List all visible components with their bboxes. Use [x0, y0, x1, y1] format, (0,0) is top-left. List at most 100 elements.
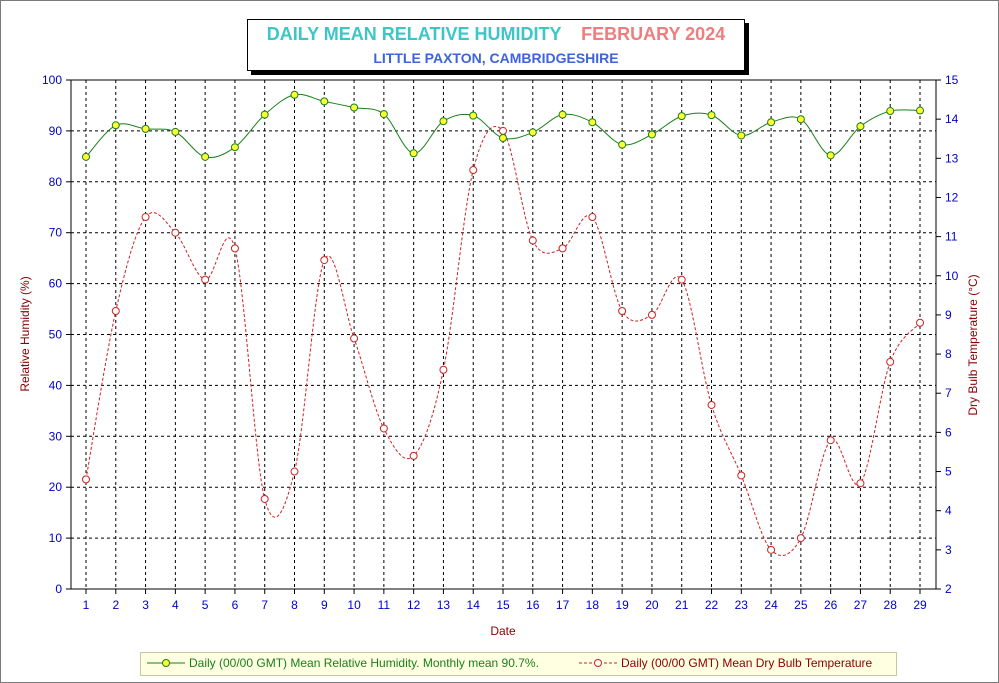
humidity-point [588, 118, 597, 127]
humidity-point [171, 127, 180, 136]
x-tick-label: 10 [347, 598, 361, 612]
chart-title: DAILY MEAN RELATIVE HUMIDITY FEBRUARY 20… [248, 24, 744, 45]
y2-tick-label: 15 [945, 73, 959, 87]
humidity-point [707, 111, 716, 120]
humidity-point [916, 106, 925, 115]
temperature-point [82, 475, 90, 484]
temperature-point [469, 166, 478, 175]
x-tick-label: 7 [261, 598, 268, 612]
x-tick-label: 6 [232, 598, 239, 612]
legend-humidity-label: Daily (00/00 GMT) Mean Relative Humidity… [189, 656, 539, 670]
x-tick-label: 2 [112, 598, 119, 612]
legend-temperature-label: Daily (00/00 GMT) Mean Dry Bulb Temperat… [621, 656, 873, 670]
temperature-point [558, 244, 567, 253]
x-tick-label: 21 [675, 598, 689, 612]
y2-tick-label: 11 [945, 230, 958, 244]
x-tick-label: 8 [291, 598, 298, 612]
temperature-point [796, 534, 805, 543]
temperature-point [737, 471, 746, 480]
temperature-point [528, 236, 537, 245]
y-tick-label: 40 [49, 378, 63, 392]
y2-tick-label: 8 [945, 347, 952, 361]
temperature-point [290, 467, 299, 476]
chart-legend: Daily (00/00 GMT) Mean Relative Humidity… [140, 652, 897, 676]
legend-temperature-symbol [579, 659, 617, 667]
x-axis-title: Date [490, 624, 516, 638]
temperature-point [171, 228, 180, 237]
y-tick-label: 90 [49, 124, 63, 138]
temperature-point [320, 256, 329, 265]
x-tick-label: 13 [437, 598, 451, 612]
humidity-point [82, 152, 90, 161]
x-tick-label: 25 [794, 598, 808, 612]
x-tick-label: 9 [321, 598, 328, 612]
y2-tick-label: 9 [945, 308, 952, 322]
temperature-point [379, 424, 388, 433]
temperature-point [230, 244, 239, 253]
y-tick-label: 100 [42, 73, 62, 87]
y-tick-label: 70 [49, 226, 63, 240]
temperature-point [588, 213, 597, 222]
humidity-point [677, 112, 686, 121]
humidity-point [230, 143, 239, 152]
y2-tick-label: 10 [945, 269, 959, 283]
temperature-point [350, 334, 359, 343]
temperature-point [141, 213, 150, 222]
x-tick-label: 17 [556, 598, 570, 612]
humidity-point [647, 130, 656, 139]
humidity-point [558, 110, 567, 119]
y2-tick-label: 7 [945, 386, 952, 400]
x-tick-label: 20 [645, 598, 659, 612]
x-tick-label: 22 [705, 598, 719, 612]
x-tick-label: 19 [615, 598, 629, 612]
y-tick-label: 60 [49, 277, 63, 291]
temperature-point [647, 310, 656, 319]
temperature-point [916, 318, 925, 327]
y2-tick-label: 14 [945, 112, 959, 126]
humidity-point [379, 110, 388, 119]
y-tick-label: 20 [49, 480, 63, 494]
x-tick-label: 28 [884, 598, 898, 612]
humidity-point [796, 115, 805, 124]
temperature-point [260, 494, 269, 503]
humidity-point [886, 107, 895, 116]
humidity-point [499, 134, 508, 143]
y-tick-label: 80 [49, 175, 63, 189]
x-tick-label: 27 [854, 598, 868, 612]
temperature-point [439, 365, 448, 374]
temperature-point [677, 275, 686, 284]
x-tick-label: 11 [378, 598, 391, 612]
temperature-point [409, 451, 418, 460]
y2-tick-label: 3 [945, 543, 952, 557]
x-tick-label: 12 [407, 598, 421, 612]
humidity-point [856, 122, 865, 131]
temperature-point [201, 275, 210, 284]
humidity-point [439, 117, 448, 126]
temperature-point [111, 307, 120, 316]
humidity-point [618, 140, 627, 149]
x-tick-label: 1 [83, 598, 90, 612]
x-tick-label: 18 [586, 598, 600, 612]
humidity-point [469, 111, 478, 120]
x-tick-label: 24 [764, 598, 778, 612]
legend-humidity-symbol [147, 659, 185, 667]
humidity-point [528, 128, 537, 137]
humidity-point [767, 118, 776, 127]
temperature-point [886, 357, 895, 366]
x-tick-label: 15 [496, 598, 510, 612]
temperature-point [826, 436, 835, 445]
temperature-point [767, 545, 776, 554]
humidity-point [201, 152, 210, 161]
chart-subtitle: LITTLE PAXTON, CAMBRIDGESHIRE [373, 50, 619, 66]
y2-tick-label: 2 [945, 582, 952, 596]
x-tick-label: 16 [526, 598, 540, 612]
y-tick-label: 0 [55, 582, 62, 596]
temperature-point [707, 400, 716, 409]
humidity-point [290, 90, 299, 99]
temperature-point [499, 126, 508, 135]
humidity-point [737, 131, 746, 140]
humidity-point [141, 124, 150, 133]
humidity-point [409, 149, 418, 158]
y2-axis-title: Dry Bulb Temperature (°C) [966, 274, 980, 415]
